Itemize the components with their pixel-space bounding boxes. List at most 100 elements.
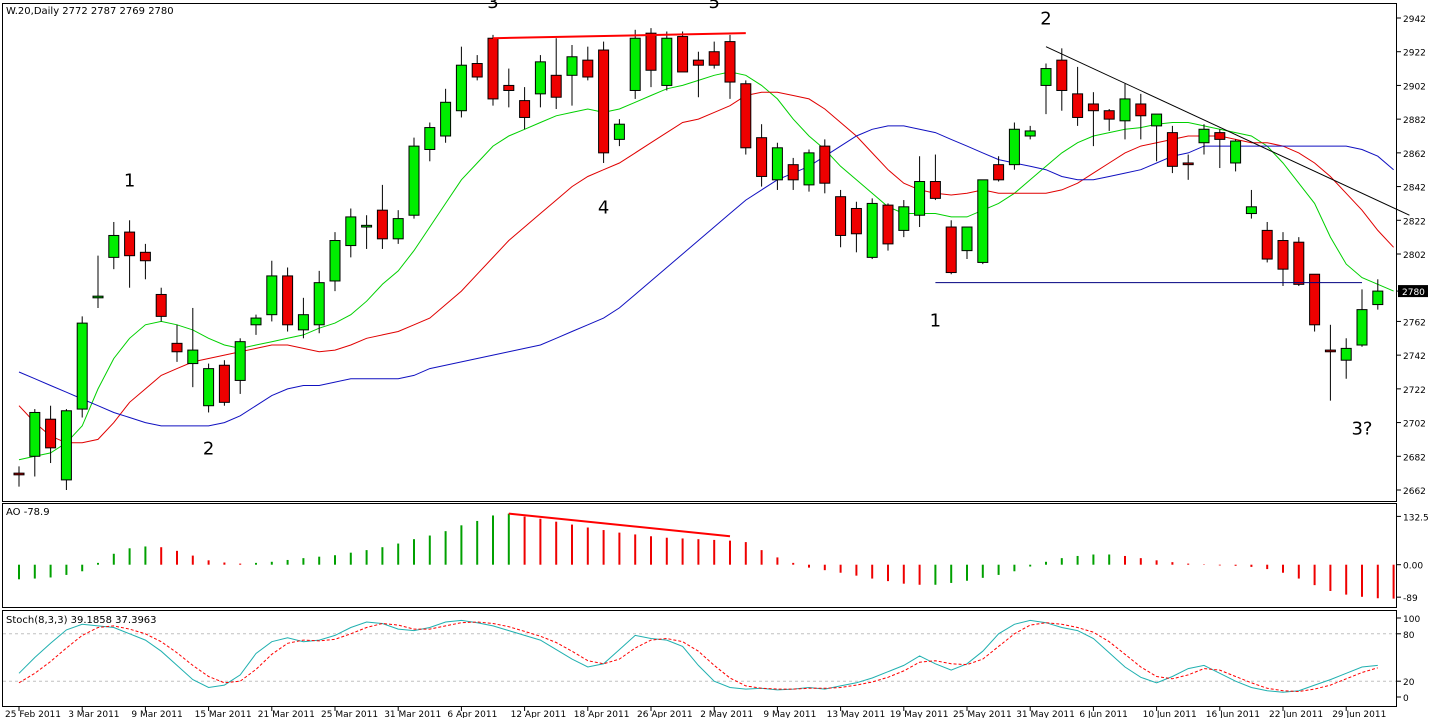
stoch-tick-label: 80	[1403, 631, 1415, 641]
time-tick-label: 2 May 2011	[700, 710, 753, 718]
candle-body	[60, 410, 72, 481]
candle-body	[139, 251, 151, 262]
wave-label: 3?	[1351, 418, 1372, 439]
candle-body	[1072, 93, 1084, 118]
time-tick-label: 12 Apr 2011	[511, 710, 567, 718]
candle-body	[914, 181, 926, 216]
candle-body	[645, 32, 657, 71]
candle-body	[898, 206, 910, 231]
stoch-tick-label: 20	[1403, 678, 1415, 688]
candle-body	[13, 472, 25, 476]
candle-body	[124, 231, 136, 257]
candle-body	[771, 147, 783, 181]
candle-body	[361, 224, 373, 228]
candle-body	[1198, 128, 1210, 144]
candle-body	[1135, 103, 1147, 117]
candle-body	[345, 216, 357, 247]
wave-label: 3	[487, 0, 498, 13]
ao-trendline	[508, 512, 731, 538]
candle-body	[803, 152, 815, 186]
stoch-tick-label: 100	[1403, 615, 1420, 625]
time-tick-label: 25 Feb 2011	[5, 710, 61, 718]
wave-label: 1	[124, 171, 135, 192]
wave-label: 5	[708, 0, 719, 13]
candle-body	[440, 101, 452, 137]
candle-body	[1103, 110, 1115, 120]
trendline	[492, 32, 746, 40]
ao-histogram: 132.5 0.00 -89	[18, 512, 1429, 604]
candle-body	[1277, 240, 1289, 270]
candle-body	[534, 61, 546, 95]
ao-tick-label: 0.00	[1403, 562, 1423, 572]
wave-label: 4	[598, 198, 609, 219]
time-tick-label: 21 Mar 2011	[258, 710, 315, 718]
candle-body	[1008, 128, 1020, 166]
time-tick-label: 15 Mar 2011	[195, 710, 252, 718]
candle-body	[1214, 132, 1226, 140]
time-tick-label: 19 May 2011	[890, 710, 949, 718]
candle-body	[1324, 349, 1336, 353]
candle-body	[708, 51, 720, 66]
ao-label: AO -78.9	[6, 507, 50, 518]
candle-body	[1119, 98, 1131, 122]
stoch-label: Stoch(8,3,3) 39.1858 37.3963	[6, 615, 157, 626]
candle-body	[740, 83, 752, 149]
ao-tick-label: 132.5	[1403, 513, 1429, 523]
candle-body	[598, 49, 610, 154]
candle-body	[155, 293, 167, 317]
moving-average-line	[18, 91, 1394, 444]
candle-body	[550, 74, 562, 98]
candle-body	[218, 364, 230, 403]
candle-body	[76, 322, 88, 410]
price-tick-label: 2822	[1403, 217, 1426, 227]
candles	[13, 28, 1384, 490]
price-tick-label: 2702	[1403, 420, 1426, 430]
candle-body	[724, 41, 736, 83]
moving-averages	[18, 71, 1394, 461]
candle-body	[1056, 59, 1068, 91]
time-tick-label: 3 Mar 2011	[68, 710, 119, 718]
time-tick-label: 29 Jun 2011	[1332, 710, 1386, 718]
candle-body	[1356, 309, 1368, 346]
candle-body	[1182, 162, 1194, 166]
candle-body	[661, 37, 673, 86]
candle-body	[866, 202, 878, 258]
stochastic-lines: 100 80 20 0	[3, 615, 1420, 704]
price-axis: 2942 2922 2902 2882 2862 2842 2822 2802 2780 2762…	[1396, 15, 1428, 497]
candle-body	[945, 226, 957, 274]
candle-body	[1293, 241, 1305, 285]
moving-average-line	[18, 125, 1394, 427]
candle-body	[487, 37, 499, 100]
stoch-tick-label: 0	[1403, 694, 1409, 704]
candle-body	[756, 137, 768, 177]
time-tick-label: 18 Apr 2011	[574, 710, 630, 718]
candle-body	[1087, 103, 1099, 112]
price-tick-label: 2922	[1403, 49, 1426, 59]
candle-body	[566, 56, 578, 76]
price-tick-label: 2942	[1403, 15, 1426, 25]
candle-body	[250, 317, 262, 326]
ao-tick-label: -89	[1403, 594, 1418, 604]
stoch-k-line	[18, 619, 1378, 693]
candle-body	[629, 37, 641, 91]
candle-body	[1151, 113, 1163, 127]
candle-body	[882, 204, 894, 245]
price-tick-label: 2802	[1403, 251, 1426, 261]
trendlines	[492, 32, 1410, 284]
time-tick-label: 16 Jun 2011	[1206, 710, 1260, 718]
price-tick-label: 2682	[1403, 453, 1426, 463]
candle-body	[266, 275, 278, 316]
candle-body	[819, 145, 831, 184]
candle-body	[582, 59, 594, 78]
candle-body	[455, 64, 467, 112]
time-tick-label: 25 May 2011	[953, 710, 1012, 718]
current-price-label: 2780	[1402, 288, 1425, 298]
candle-body	[1230, 140, 1242, 164]
candle-body	[961, 226, 973, 252]
price-tick-label: 2862	[1403, 150, 1426, 160]
candle-body	[977, 179, 989, 263]
candle-body	[282, 275, 294, 326]
candle-body	[171, 342, 183, 353]
candle-body	[234, 341, 246, 381]
candle-body	[297, 314, 309, 331]
